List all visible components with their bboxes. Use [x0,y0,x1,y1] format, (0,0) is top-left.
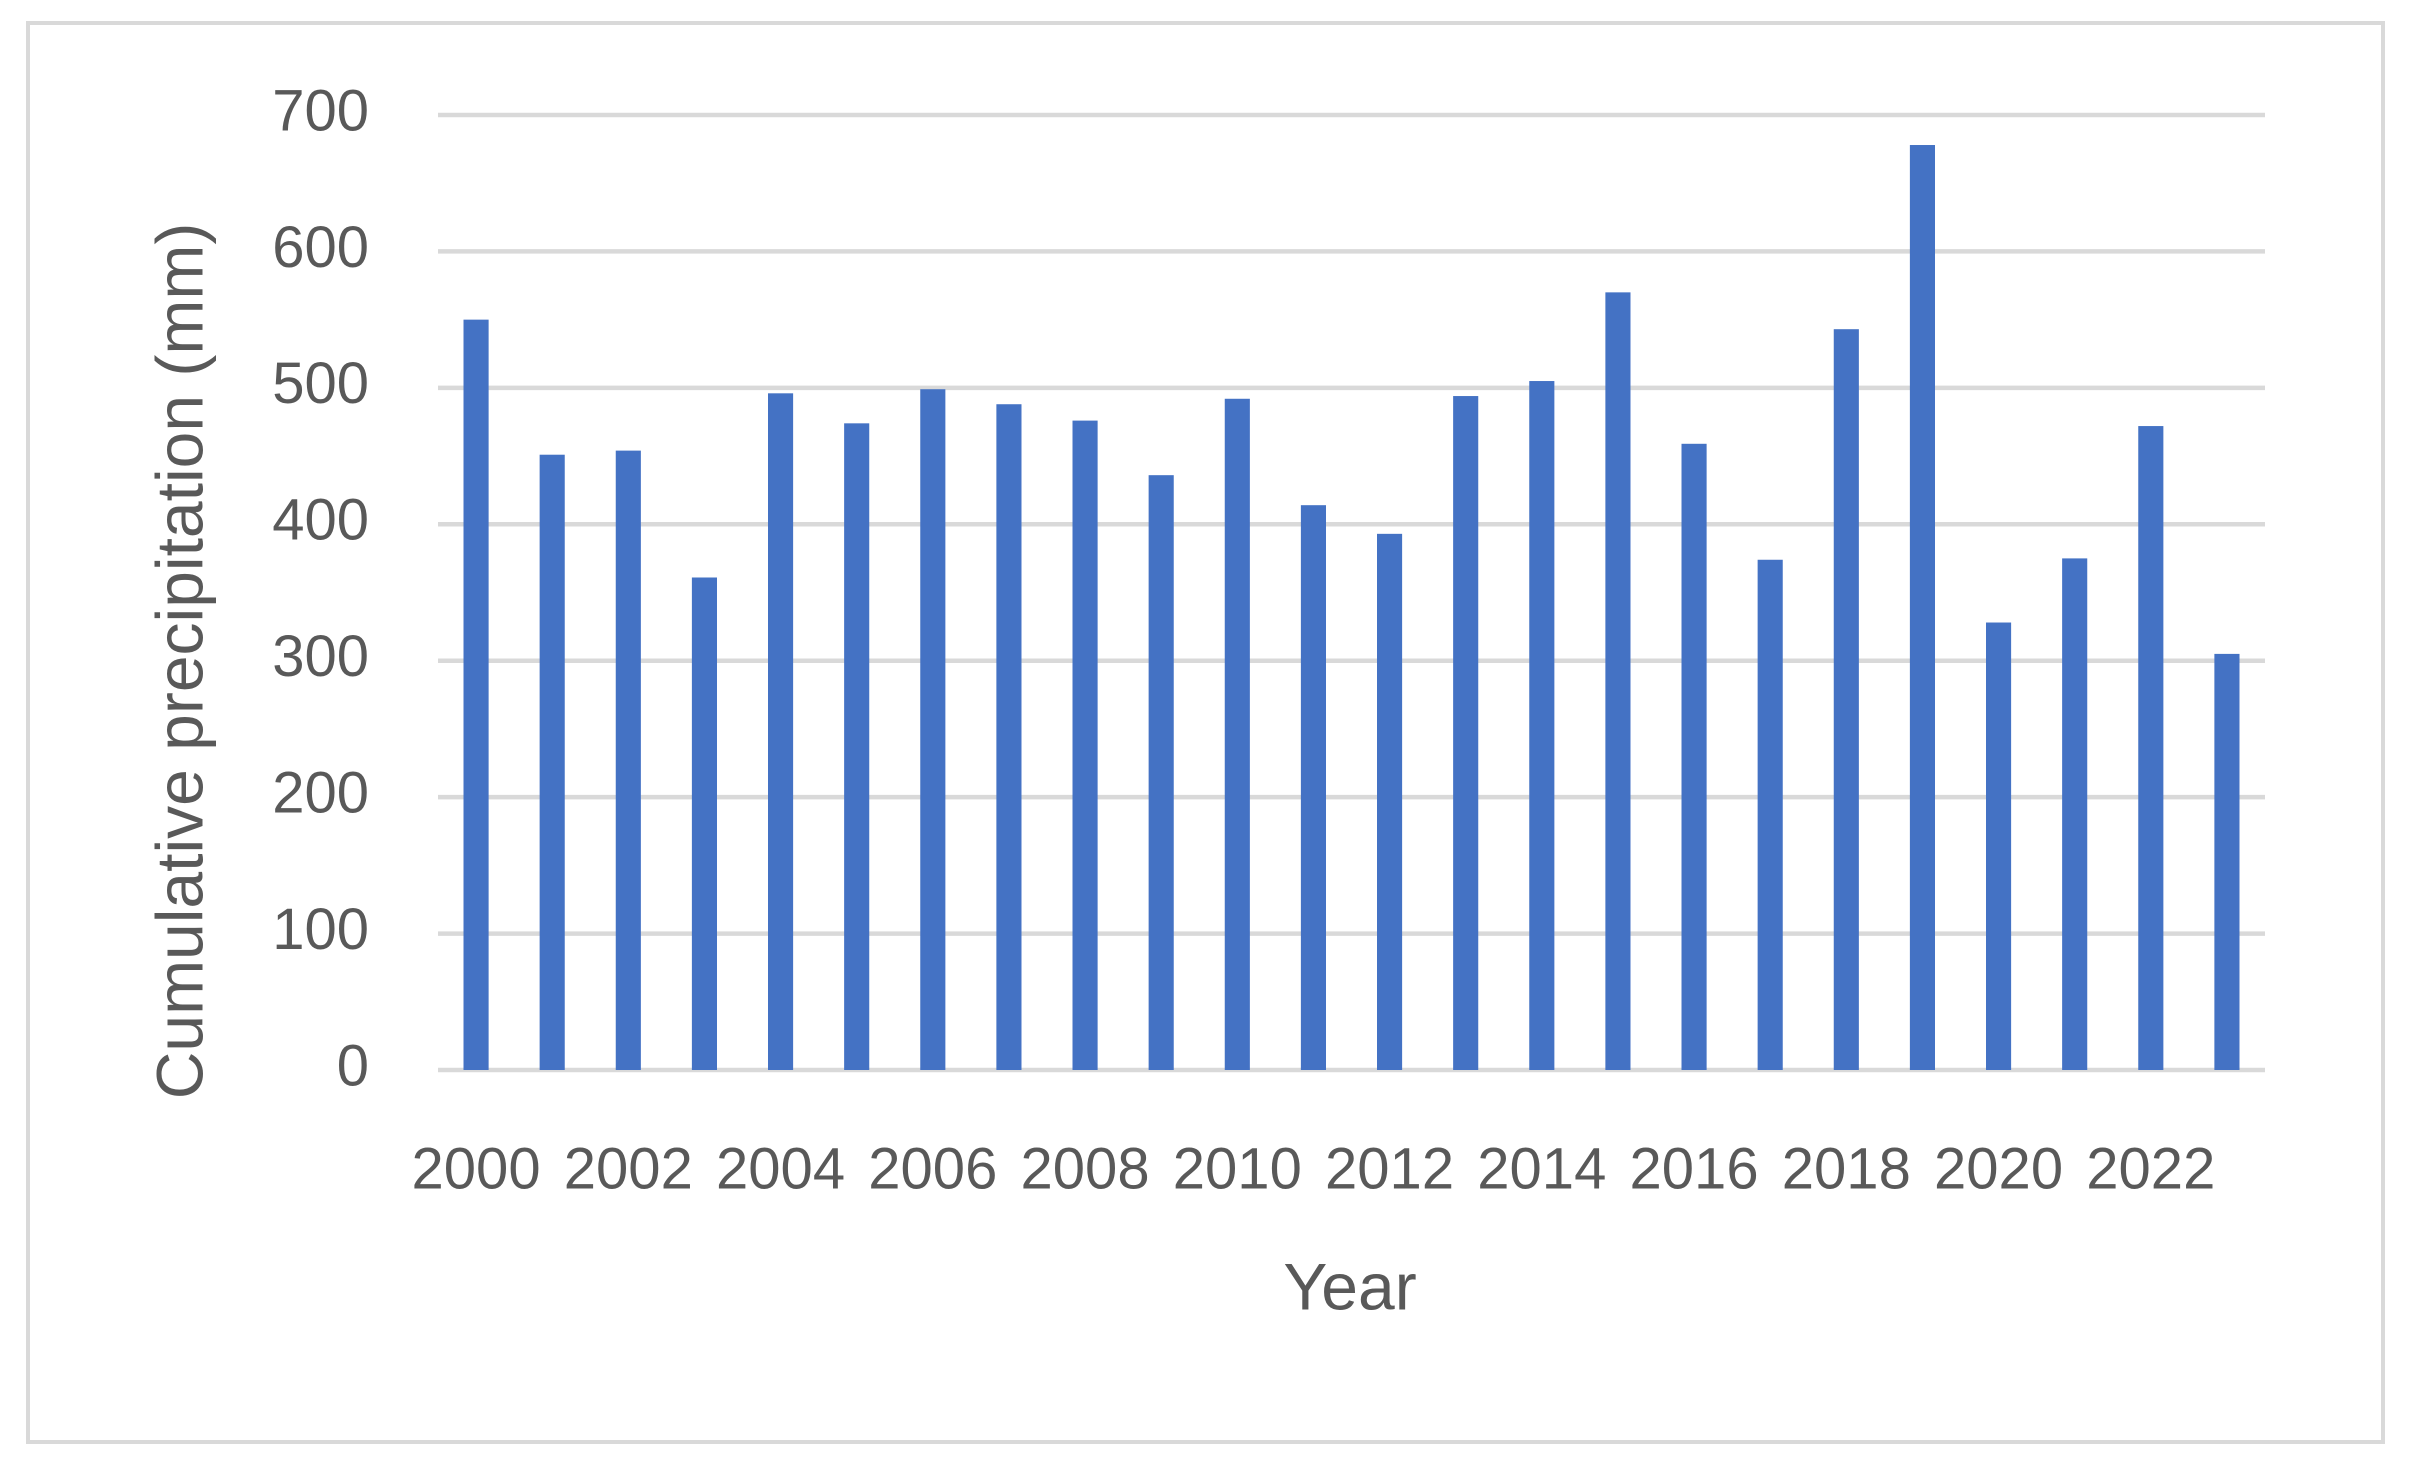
bar [1605,292,1631,1070]
bar [1529,381,1555,1070]
bar [1986,622,2012,1070]
x-tick-label: 2012 [1325,1136,1454,1201]
bar [768,393,794,1070]
y-tick-label: 200 [272,760,369,825]
x-tick-label: 2000 [412,1136,541,1201]
x-tick-label: 2020 [1934,1136,2063,1201]
x-tick-label: 2008 [1021,1136,1150,1201]
y-tick-label: 600 [272,215,369,280]
bar [2214,653,2240,1070]
x-tick-label: 2022 [2086,1136,2215,1201]
bar [1453,396,1479,1070]
bar [1148,475,1174,1071]
y-tick-label: 300 [272,624,369,689]
bar [1681,443,1707,1070]
bar [1072,420,1098,1071]
bar [920,389,946,1070]
bar [844,423,870,1070]
y-tick-label: 500 [272,351,369,416]
x-tick-label: 2002 [564,1136,693,1201]
bar [463,319,489,1071]
y-tick-label: 100 [272,897,369,962]
bar [1833,329,1859,1070]
y-tick-label: 700 [272,78,369,143]
bar [1909,145,1935,1070]
x-tick-label: 2004 [716,1136,845,1201]
x-tick-label: 2006 [868,1136,997,1201]
x-tick-label: 2016 [1630,1136,1759,1201]
bar [996,404,1022,1070]
y-tick-label: 0 [337,1033,369,1098]
bar [539,454,565,1070]
y-tick-label: 400 [272,488,369,553]
bar [1224,398,1250,1070]
chart-border [26,21,2385,1444]
bar [2138,426,2164,1070]
bar [1757,559,1783,1070]
x-tick-label: 2018 [1782,1136,1911,1201]
bar [2062,558,2088,1070]
x-tick-label: 2014 [1477,1136,1606,1201]
bar [1300,505,1326,1071]
bar [615,450,641,1071]
x-tick-label: 2010 [1173,1136,1302,1201]
x-axis-title: Year [1283,1249,1416,1323]
bar [1377,533,1403,1070]
bar [691,577,717,1070]
y-axis-title: Cumulative precipitation (mm) [142,223,216,1100]
